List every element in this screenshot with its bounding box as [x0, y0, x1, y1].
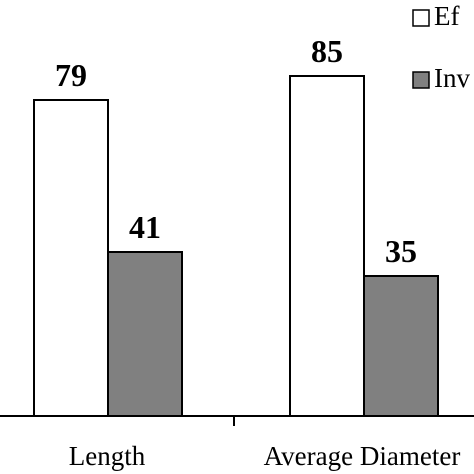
bar-series-1-0 — [33, 99, 109, 417]
legend-label: Inv — [434, 63, 470, 93]
data-label: 41 — [129, 209, 161, 245]
bar-series-2-0 — [107, 251, 183, 417]
data-label: 85 — [311, 33, 343, 69]
legend-swatch — [412, 9, 430, 27]
category-labels: Length Average Diameter — [69, 441, 461, 471]
bars-group: 79 41 85 35 — [33, 33, 439, 417]
category-label: Average Diameter — [264, 441, 461, 471]
legend-label: Ef — [434, 1, 459, 31]
x-axis — [0, 415, 474, 426]
data-label: 35 — [385, 233, 417, 269]
legend-swatch — [412, 71, 430, 89]
legend: Ef Inv — [412, 1, 470, 93]
category-label: Length — [69, 441, 146, 471]
bar-series-1-1 — [289, 75, 365, 417]
bar-series-2-1 — [363, 275, 439, 417]
data-label: 79 — [55, 57, 87, 93]
